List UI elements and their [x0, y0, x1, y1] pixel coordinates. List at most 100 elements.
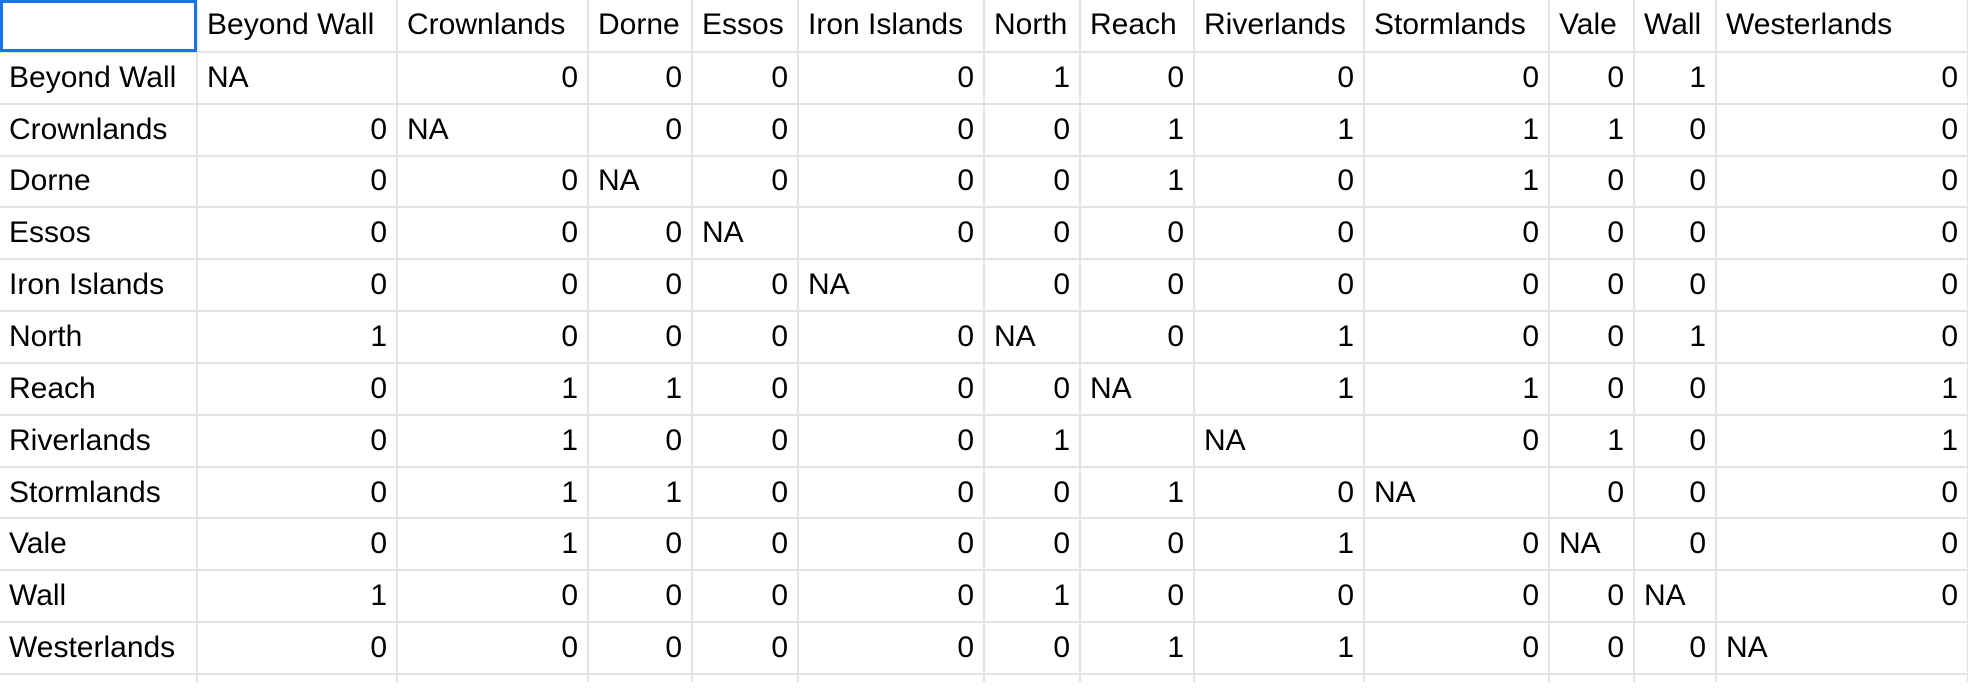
empty-cell[interactable]	[984, 673, 1081, 682]
empty-cell[interactable]	[1634, 673, 1717, 682]
cell-L12[interactable]: NA	[1634, 570, 1717, 624]
cell-K7[interactable]: 0	[1549, 311, 1635, 364]
cell-K5[interactable]: 0	[1549, 207, 1635, 261]
cell-L10[interactable]: 0	[1634, 466, 1717, 520]
cell-J7[interactable]: 0	[1364, 311, 1550, 364]
column-header-cell[interactable]: Reach	[1080, 0, 1195, 53]
column-header-cell[interactable]: Beyond Wall	[197, 0, 398, 53]
cell-H3[interactable]: 1	[1080, 103, 1195, 157]
cell-C6[interactable]: 0	[397, 259, 589, 313]
cell-G7[interactable]: NA	[984, 311, 1081, 364]
empty-cell[interactable]	[692, 673, 799, 682]
cell-D12[interactable]: 0	[588, 570, 693, 624]
cell-J6[interactable]: 0	[1364, 259, 1550, 313]
cell-F9[interactable]: 0	[798, 414, 985, 468]
cell-D11[interactable]: 0	[588, 518, 693, 572]
cell-C11[interactable]: 1	[397, 518, 589, 572]
cell-K12[interactable]: 0	[1549, 570, 1635, 624]
cell-L5[interactable]: 0	[1634, 207, 1717, 261]
cell-E8[interactable]: 0	[692, 362, 799, 416]
cell-K11[interactable]: NA	[1549, 518, 1635, 572]
cell-H10[interactable]: 1	[1080, 466, 1195, 520]
cell-E10[interactable]: 0	[692, 466, 799, 520]
cell-I7[interactable]: 1	[1194, 311, 1365, 364]
cell-L2[interactable]: 1	[1634, 51, 1717, 105]
cell-K6[interactable]: 0	[1549, 259, 1635, 313]
cell-M5[interactable]: 0	[1716, 207, 1968, 261]
cell-I4[interactable]: 0	[1194, 155, 1365, 209]
empty-cell[interactable]	[1364, 673, 1550, 682]
cell-M7[interactable]: 0	[1716, 311, 1968, 364]
cell-H11[interactable]: 0	[1080, 518, 1195, 572]
cell-M2[interactable]: 0	[1716, 51, 1968, 105]
cell-L4[interactable]: 0	[1634, 155, 1717, 209]
cell-K9[interactable]: 1	[1549, 414, 1635, 468]
cell-G11[interactable]: 0	[984, 518, 1081, 572]
empty-cell[interactable]	[588, 673, 693, 682]
cell-E7[interactable]: 0	[692, 311, 799, 364]
empty-cell[interactable]	[798, 673, 985, 682]
row-label-cell[interactable]: Vale	[0, 518, 198, 572]
empty-cell[interactable]	[1716, 673, 1968, 682]
cell-B10[interactable]: 0	[197, 466, 398, 520]
cell-I5[interactable]: 0	[1194, 207, 1365, 261]
cell-J5[interactable]: 0	[1364, 207, 1550, 261]
cell-F7[interactable]: 0	[798, 311, 985, 364]
cell-G2[interactable]: 1	[984, 51, 1081, 105]
cell-M10[interactable]: 0	[1716, 466, 1968, 520]
cell-M6[interactable]: 0	[1716, 259, 1968, 313]
cell-C4[interactable]: 0	[397, 155, 589, 209]
row-label-cell[interactable]: Riverlands	[0, 414, 198, 468]
column-header-cell[interactable]: Dorne	[588, 0, 693, 53]
cell-D2[interactable]: 0	[588, 51, 693, 105]
cell-J8[interactable]: 1	[1364, 362, 1550, 416]
cell-D9[interactable]: 0	[588, 414, 693, 468]
cell-H8[interactable]: NA	[1080, 362, 1195, 416]
cell-C2[interactable]: 0	[397, 51, 589, 105]
cell-G4[interactable]: 0	[984, 155, 1081, 209]
cell-K4[interactable]: 0	[1549, 155, 1635, 209]
cell-H13[interactable]: 1	[1080, 622, 1195, 675]
row-label-cell[interactable]: Iron Islands	[0, 259, 198, 313]
cell-F6[interactable]: NA	[798, 259, 985, 313]
cell-I10[interactable]: 0	[1194, 466, 1365, 520]
row-label-cell[interactable]: Wall	[0, 570, 198, 624]
cell-F12[interactable]: 0	[798, 570, 985, 624]
cell-L13[interactable]: 0	[1634, 622, 1717, 675]
cell-E6[interactable]: 0	[692, 259, 799, 313]
cell-G8[interactable]: 0	[984, 362, 1081, 416]
cell-F2[interactable]: 0	[798, 51, 985, 105]
column-header-cell[interactable]: Stormlands	[1364, 0, 1550, 53]
cell-D10[interactable]: 1	[588, 466, 693, 520]
cell-G3[interactable]: 0	[984, 103, 1081, 157]
cell-F8[interactable]: 0	[798, 362, 985, 416]
cell-G10[interactable]: 0	[984, 466, 1081, 520]
empty-cell[interactable]	[197, 673, 398, 682]
cell-E4[interactable]: 0	[692, 155, 799, 209]
cell-J10[interactable]: NA	[1364, 466, 1550, 520]
empty-cell[interactable]	[397, 673, 589, 682]
cell-J12[interactable]: 0	[1364, 570, 1550, 624]
column-header-cell[interactable]: Crownlands	[397, 0, 589, 53]
empty-cell[interactable]	[0, 673, 198, 682]
cell-M12[interactable]: 0	[1716, 570, 1968, 624]
cell-L8[interactable]: 0	[1634, 362, 1717, 416]
cell-H6[interactable]: 0	[1080, 259, 1195, 313]
column-header-cell[interactable]: Riverlands	[1194, 0, 1365, 53]
cell-D4[interactable]: NA	[588, 155, 693, 209]
cell-D7[interactable]: 0	[588, 311, 693, 364]
cell-E12[interactable]: 0	[692, 570, 799, 624]
cell-F4[interactable]: 0	[798, 155, 985, 209]
cell-C12[interactable]: 0	[397, 570, 589, 624]
cell-J4[interactable]: 1	[1364, 155, 1550, 209]
cell-C3[interactable]: NA	[397, 103, 589, 157]
cell-E13[interactable]: 0	[692, 622, 799, 675]
column-header-cell[interactable]: Vale	[1549, 0, 1635, 53]
cell-D13[interactable]: 0	[588, 622, 693, 675]
cell-G12[interactable]: 1	[984, 570, 1081, 624]
column-header-cell[interactable]: Westerlands	[1716, 0, 1968, 53]
cell-H12[interactable]: 0	[1080, 570, 1195, 624]
cell-B5[interactable]: 0	[197, 207, 398, 261]
empty-cell[interactable]	[1080, 673, 1195, 682]
cell-B12[interactable]: 1	[197, 570, 398, 624]
